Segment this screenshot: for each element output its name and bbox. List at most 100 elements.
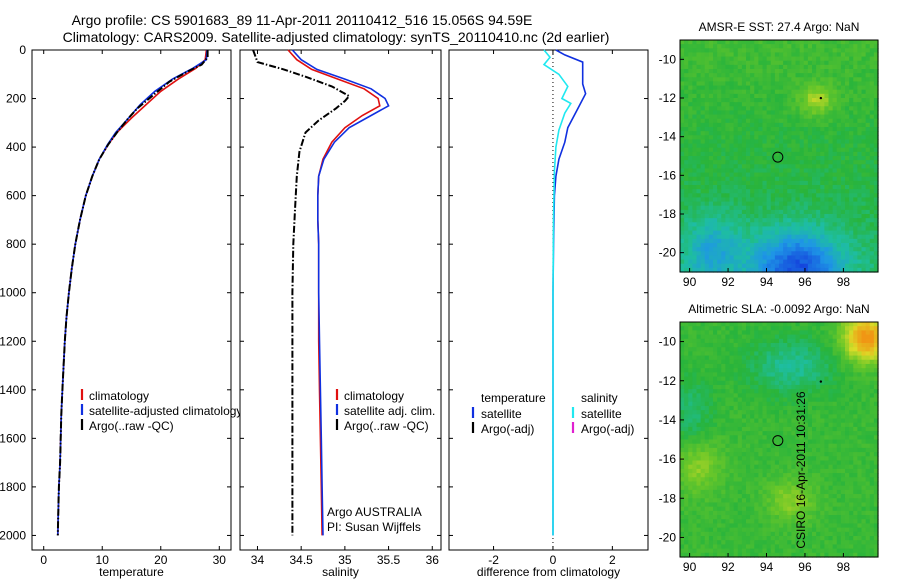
map-cell [741,234,747,240]
map-cell [849,376,854,382]
map-cell [721,347,726,352]
map-cell [791,193,797,199]
map-cell [799,168,805,174]
map-cell [799,405,805,411]
map-cell [849,131,854,136]
map-cell [816,405,821,411]
map-cell [733,172,739,178]
map-cell [708,176,714,182]
map-cell [721,410,726,415]
map-cell [717,372,722,378]
map-cell [713,456,718,462]
map-cell [807,372,813,378]
map-cell [692,468,698,474]
map-cell [746,197,751,203]
map-cell [704,40,710,45]
map-cell [721,435,726,441]
map-cell [799,135,805,141]
map-cell [857,401,863,407]
map-cell [700,435,706,441]
map-cell [812,218,817,223]
map-cell [750,81,755,87]
map-cell [766,255,772,261]
map-cell [770,247,776,252]
map-y-tick-label: -18 [659,207,677,221]
map-cell [754,502,759,508]
map-cell [873,384,879,390]
map-cell [704,114,710,120]
map-cell [812,452,817,457]
map-cell [865,389,871,394]
map-cell [713,60,718,66]
map-cell [717,431,722,436]
map-cell [758,52,764,58]
map-cell [770,98,776,103]
map-cell [853,422,858,428]
map-cell [853,40,858,45]
map-cell [696,363,702,369]
map-cell [799,147,805,153]
map-cell [729,485,735,491]
map-cell [754,185,759,190]
map-cell [692,322,698,327]
map-cell [750,263,755,269]
map-cell [824,172,830,178]
map-cell [873,52,879,58]
map-cell [845,77,850,83]
map-cell [708,147,714,153]
map-cell [853,164,858,170]
map-cell [861,69,867,74]
map-cell [704,477,710,483]
map-x-tick-label: 90 [683,275,697,289]
map-cell [873,414,879,420]
map-cell [787,431,792,436]
map-cell [783,98,788,103]
map-cell [803,193,809,199]
map-cell [779,338,784,344]
map-cell [737,338,743,344]
map-cell [770,214,776,219]
map-cell [717,460,722,466]
map-cell [869,139,875,145]
map-cell [840,48,846,54]
map-cell [799,64,805,70]
map-cell [869,410,875,415]
map-cell [779,485,784,491]
map-cell [865,64,871,70]
map-cell [832,209,838,215]
map-cell [807,334,813,340]
map-cell [725,418,731,424]
map-cell [799,209,805,215]
map-cell [853,414,858,420]
map-cell [729,44,735,49]
map-cell [853,267,858,273]
map-cell [700,234,706,240]
map-cell [840,122,846,128]
map-cell [791,69,797,74]
map-cell [791,98,797,103]
map-cell [762,489,768,495]
map-cell [787,355,792,361]
map-cell [795,48,801,54]
map-cell [828,189,834,194]
map-cell [762,322,768,327]
map-cell [828,372,834,378]
map-cell [861,73,867,78]
map-cell [857,93,863,99]
map-cell [824,397,830,403]
map-cell [704,376,710,382]
map-cell [861,226,867,232]
map-cell [787,89,792,95]
map-cell [746,247,751,252]
map-cell [758,230,764,236]
map-cell [857,502,863,508]
map-cell [832,185,838,190]
map-cell [840,439,846,445]
map-cell [853,502,858,508]
map-cell [733,494,739,499]
map-cell [770,443,776,449]
map-cell [791,230,797,236]
map-cell [812,363,817,369]
map-cell [816,209,821,215]
map-cell [750,106,755,112]
